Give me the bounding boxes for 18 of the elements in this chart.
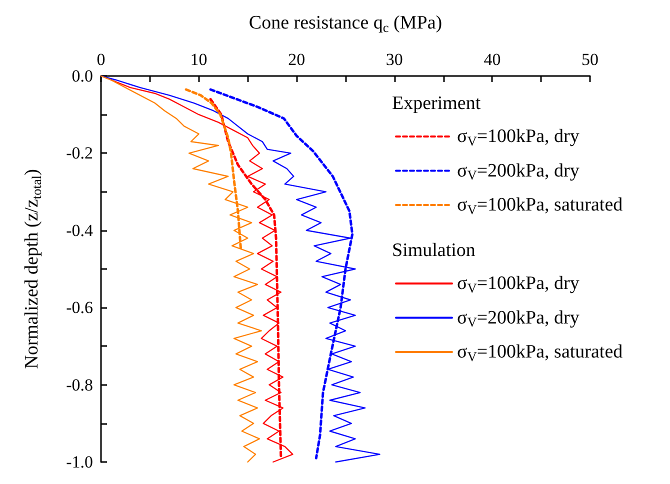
y-tick-label: -0.4	[66, 220, 94, 240]
x-tick-label: 20	[288, 50, 306, 69]
line-series	[184, 88, 242, 251]
x-tick-label: 40	[484, 50, 501, 69]
y-tick-label: -1.0	[66, 452, 93, 472]
y-tick-label: 0.0	[72, 66, 93, 86]
line-series	[209, 88, 354, 460]
annotation: Simulation	[392, 240, 476, 261]
y-axis-title: Normalized depth (z/ztotal)	[22, 169, 44, 369]
x-tick-label: 0	[96, 50, 106, 69]
x-tick-label: 50	[582, 50, 598, 69]
annotation: Experiment	[392, 93, 482, 114]
y-tick-label: -0.6	[66, 298, 93, 318]
x-tick-label: 30	[386, 50, 403, 69]
x-tick-label: 10	[190, 50, 208, 69]
y-tick-label: -0.2	[66, 144, 93, 163]
line-series	[209, 98, 282, 460]
y-tick-label: -0.8	[66, 375, 93, 394]
